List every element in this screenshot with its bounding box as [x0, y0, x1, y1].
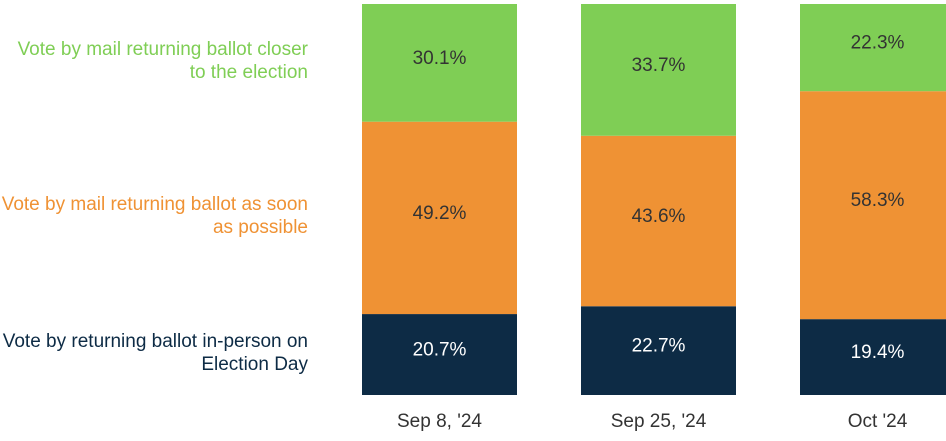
- x-tick-label: Oct '24: [848, 411, 908, 432]
- bar-segment: [800, 4, 946, 92]
- data-label: 20.7%: [413, 340, 467, 361]
- legend-label: Vote by mail returning ballot closer to …: [17, 38, 308, 83]
- bar-segment: [581, 4, 736, 136]
- data-label: 19.4%: [851, 342, 905, 363]
- data-label: 49.2%: [413, 203, 467, 224]
- legend-label: Vote by mail returning ballot as soon as…: [1, 193, 308, 238]
- bar-segment: [581, 306, 736, 395]
- data-label: 43.6%: [632, 206, 686, 227]
- bar-segment: [362, 4, 517, 122]
- bar-segment: [800, 319, 946, 395]
- x-tick-label: Sep 8, '24: [397, 411, 482, 432]
- data-label: 58.3%: [851, 190, 905, 211]
- legend-label: Vote by returning ballot in-person on El…: [2, 330, 308, 375]
- bar-segment: [800, 91, 946, 320]
- bar-segment: [362, 121, 517, 315]
- data-label: 33.7%: [632, 55, 686, 76]
- bar-segment: [581, 135, 736, 307]
- data-label: 22.7%: [632, 336, 686, 357]
- bar-segment: [362, 314, 517, 395]
- data-label: 22.3%: [851, 33, 905, 54]
- x-tick-label: Sep 25, '24: [611, 411, 707, 432]
- data-label: 30.1%: [413, 48, 467, 69]
